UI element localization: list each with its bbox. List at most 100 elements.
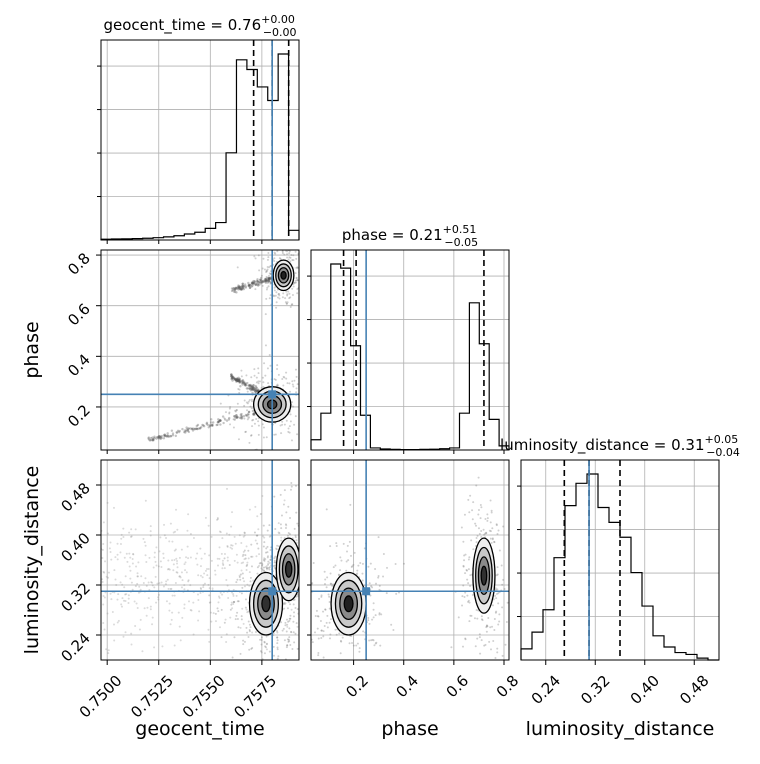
trail-point	[246, 413, 249, 417]
sample-point	[293, 281, 296, 284]
trail-point	[187, 427, 190, 430]
sample-point	[373, 644, 376, 647]
sample-point	[250, 555, 253, 558]
sample-point	[481, 619, 484, 622]
sample-point	[320, 629, 323, 632]
sample-point	[276, 384, 279, 387]
sample-point	[318, 569, 320, 571]
sample-point	[333, 688, 335, 690]
sample-point	[358, 650, 361, 653]
sample-point	[303, 402, 305, 404]
sample-point	[148, 556, 151, 559]
sample-point	[502, 525, 505, 528]
sample-point	[324, 608, 327, 611]
sample-point	[128, 565, 131, 568]
sample-point	[168, 602, 171, 605]
sample-point	[244, 430, 247, 433]
trail-point	[221, 415, 225, 418]
sample-point	[292, 620, 295, 623]
trail-point	[254, 387, 257, 391]
sample-point	[249, 626, 252, 629]
y-axis-label-phase: phase	[21, 321, 43, 378]
sample-point	[286, 607, 289, 610]
sample-point	[288, 292, 291, 295]
sample-point	[301, 399, 303, 401]
trail-point	[236, 379, 240, 382]
sample-point	[244, 598, 247, 601]
sample-point	[232, 603, 235, 606]
sample-point	[233, 559, 236, 562]
sample-point	[189, 533, 192, 536]
sample-point	[503, 587, 506, 590]
sample-point	[284, 297, 287, 300]
sample-point	[302, 271, 304, 273]
x-axis-label-phase: phase	[381, 718, 438, 740]
sample-point	[276, 636, 279, 639]
sample-point	[160, 565, 163, 568]
trail-point	[267, 276, 271, 280]
sample-point	[171, 611, 174, 614]
sample-point	[245, 568, 248, 571]
sample-point	[258, 269, 261, 272]
sample-point	[301, 592, 303, 594]
sample-point	[169, 522, 172, 525]
sample-point	[301, 558, 303, 560]
sample-point	[232, 601, 235, 604]
trail-point	[239, 413, 242, 417]
trail-point	[196, 423, 200, 427]
trail-point	[185, 426, 188, 429]
sample-point	[382, 575, 385, 578]
sample-point	[301, 278, 303, 280]
sample-point	[134, 585, 137, 588]
sample-point	[489, 537, 492, 540]
sample-point	[320, 594, 323, 597]
sample-point	[281, 250, 284, 253]
sample-point	[243, 549, 246, 552]
sample-point	[359, 561, 362, 564]
y-tick-label-phase: 0.2	[64, 401, 94, 431]
trail-point	[231, 379, 234, 382]
trail-point	[247, 281, 250, 285]
trail-point	[235, 414, 238, 417]
sample-point	[155, 546, 158, 549]
sample-point	[462, 584, 465, 587]
sample-point	[296, 288, 299, 291]
sample-point	[242, 622, 245, 625]
sample-point	[257, 254, 260, 257]
sample-point	[284, 602, 287, 605]
sample-point	[248, 508, 251, 511]
x-tick-label-geocent_time: 0.7575	[230, 672, 280, 722]
sample-point	[109, 592, 112, 595]
sample-point	[226, 559, 229, 562]
sample-point	[325, 586, 328, 589]
sample-point	[134, 528, 137, 531]
sample-point	[277, 522, 280, 525]
sample-point	[326, 576, 329, 579]
sample-point	[107, 576, 110, 579]
sample-point	[273, 251, 276, 254]
trail-point	[233, 288, 237, 291]
trail-point	[260, 276, 263, 280]
sample-point	[480, 618, 483, 621]
sample-point	[184, 561, 187, 564]
sample-point	[332, 664, 334, 666]
sample-point	[282, 375, 285, 378]
sample-point	[480, 615, 483, 618]
sample-point	[273, 566, 276, 569]
trail-point	[238, 381, 242, 384]
sample-point	[284, 301, 287, 304]
sample-point	[230, 601, 233, 604]
trail-point	[247, 410, 251, 414]
sample-point	[314, 539, 316, 541]
sample-point	[296, 522, 299, 525]
sample-point	[265, 270, 268, 273]
trail-point	[253, 280, 257, 283]
trail-point	[230, 377, 233, 381]
sample-point	[175, 557, 178, 560]
sample-point	[300, 409, 302, 411]
sample-point	[133, 600, 136, 603]
sample-point	[325, 508, 328, 511]
trail-point	[211, 423, 214, 426]
sample-point	[314, 287, 316, 289]
trail-point	[235, 379, 238, 382]
